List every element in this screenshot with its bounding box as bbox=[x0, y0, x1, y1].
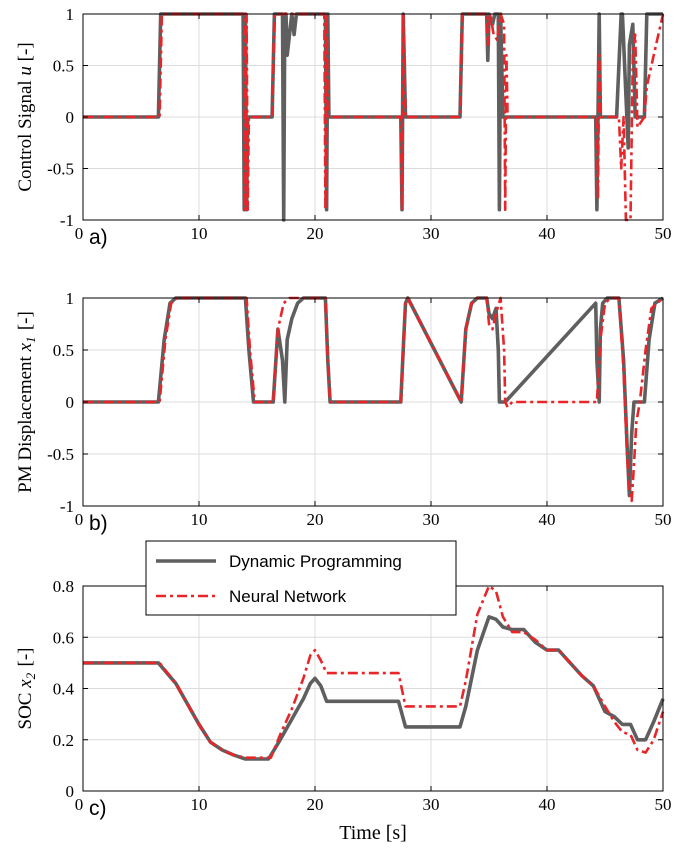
y-tick-label: -1 bbox=[60, 211, 74, 230]
x-tick-label: 20 bbox=[307, 510, 324, 529]
x-tick-label: 50 bbox=[655, 795, 672, 814]
y-tick-label: -0.5 bbox=[47, 445, 74, 464]
y-tick-label: 0.2 bbox=[53, 731, 74, 750]
chart-panel-1: 0 10 20 30 40 50 -1 -0.5 0 0.5 1 b) PM Displacement … bbox=[15, 289, 672, 535]
y-tick-label: 1 bbox=[66, 289, 75, 308]
y-tick-label: -1 bbox=[60, 497, 74, 516]
panel-label: a) bbox=[89, 226, 108, 249]
y-tick-label: 0.4 bbox=[53, 680, 75, 699]
legend-entry: Neural Network bbox=[229, 587, 347, 606]
y-tick-label: 0.5 bbox=[53, 57, 74, 76]
y-tick-label: 0 bbox=[66, 782, 75, 801]
y-tick-label: 0 bbox=[66, 393, 75, 412]
legend-entry: Dynamic Programming bbox=[229, 552, 402, 571]
legend-box bbox=[145, 540, 457, 616]
x-tick-label: 30 bbox=[423, 224, 440, 243]
y-axis-label: Control Signal u [-] bbox=[15, 42, 36, 191]
y-tick-label: 0.8 bbox=[53, 577, 74, 596]
series-line-dynamic-programming bbox=[83, 614, 665, 761]
x-tick-label: 30 bbox=[423, 795, 440, 814]
x-tick-label: 50 bbox=[655, 224, 672, 243]
x-tick-label: 0 bbox=[75, 224, 84, 243]
y-tick-label: 1 bbox=[66, 5, 75, 24]
x-axis-label: Time [s] bbox=[339, 822, 407, 844]
x-tick-label: 0 bbox=[75, 795, 84, 814]
y-tick-label: 0 bbox=[66, 108, 75, 127]
x-tick-label: 40 bbox=[539, 510, 556, 529]
y-axis-label: SOC x2 [-] bbox=[15, 648, 38, 730]
x-tick-label: 10 bbox=[191, 795, 208, 814]
x-tick-label: 20 bbox=[307, 224, 324, 243]
x-tick-label: 40 bbox=[539, 224, 556, 243]
chart-panel-0: 0 10 20 30 40 50 -1 -0.5 0 0.5 1 a) Control Signal u… bbox=[15, 5, 672, 249]
x-tick-label: 10 bbox=[191, 224, 208, 243]
series-line-neural-network bbox=[83, 584, 665, 760]
chart-panel-2: 0 10 20 30 40 50 0 0.2 0.4 0.6 0.8 c) SOC x2 [-] Time… bbox=[15, 540, 672, 844]
y-tick-label: 0.5 bbox=[53, 341, 74, 360]
x-tick-label: 40 bbox=[539, 795, 556, 814]
panel-label: b) bbox=[89, 512, 108, 535]
x-tick-label: 20 bbox=[307, 795, 324, 814]
series-line-dynamic-programming bbox=[83, 296, 664, 498]
y-tick-label: 0.6 bbox=[53, 628, 74, 647]
x-tick-label: 0 bbox=[75, 510, 84, 529]
series-line-neural-network bbox=[83, 296, 664, 503]
x-tick-label: 30 bbox=[423, 510, 440, 529]
panel-label: c) bbox=[89, 797, 107, 820]
x-tick-label: 50 bbox=[655, 510, 672, 529]
y-tick-label: -0.5 bbox=[47, 160, 74, 179]
x-tick-label: 10 bbox=[191, 510, 208, 529]
legend: Dynamic Programming Neural Network bbox=[145, 540, 457, 616]
y-axis-label: PM Displacement x1 [-] bbox=[15, 311, 38, 493]
